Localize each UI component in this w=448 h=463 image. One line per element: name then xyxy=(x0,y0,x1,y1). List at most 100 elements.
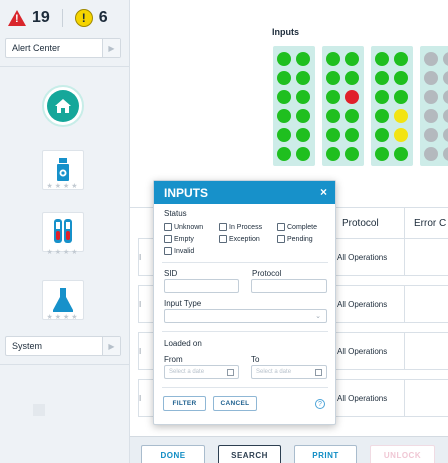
sample-position-gray[interactable] xyxy=(443,128,448,142)
search-button[interactable]: SEARCH xyxy=(218,445,281,463)
input-type-select[interactable]: ⌄ xyxy=(164,309,327,323)
flask-icon xyxy=(53,288,73,312)
sample-position-gray[interactable] xyxy=(443,90,448,104)
checkbox-icon xyxy=(277,223,285,231)
sample-tubes-button[interactable] xyxy=(42,212,84,252)
sample-position-gray[interactable] xyxy=(443,109,448,123)
status-checkbox-unknown[interactable]: Unknown xyxy=(164,223,203,231)
sid-label: SID xyxy=(164,269,178,278)
print-button[interactable]: PRINT xyxy=(294,445,357,463)
sample-position-green[interactable] xyxy=(326,128,340,142)
sample-position-green[interactable] xyxy=(326,71,340,85)
sample-position-green[interactable] xyxy=(345,52,359,66)
to-date-input[interactable]: Select a date xyxy=(251,365,327,379)
status-checkbox-complete[interactable]: Complete xyxy=(277,223,317,231)
from-date-placeholder: Select a date xyxy=(169,369,205,375)
sample-position-green[interactable] xyxy=(296,90,310,104)
sample-position-green[interactable] xyxy=(326,90,340,104)
dialog-divider xyxy=(162,262,328,263)
protocol-cell: All Operations xyxy=(315,286,405,322)
sample-position-green[interactable] xyxy=(326,147,340,161)
sample-position-green[interactable] xyxy=(296,71,310,85)
warning-count-value: 6 xyxy=(98,9,108,26)
sample-position-green[interactable] xyxy=(277,109,291,123)
status-checkbox-empty[interactable]: Empty xyxy=(164,235,194,243)
sample-position-green[interactable] xyxy=(375,52,389,66)
sample-position-gray[interactable] xyxy=(424,71,438,85)
error-code-header[interactable]: Error C xyxy=(414,218,447,229)
dialog-divider xyxy=(162,387,328,388)
close-icon[interactable]: × xyxy=(319,185,327,199)
input-rack[interactable] xyxy=(371,46,413,166)
sample-position-gray[interactable] xyxy=(443,52,448,66)
checkbox-icon xyxy=(164,235,172,243)
sample-position-yellow[interactable] xyxy=(394,128,408,142)
sample-position-green[interactable] xyxy=(296,109,310,123)
input-rack[interactable] xyxy=(273,46,315,166)
sample-position-green[interactable] xyxy=(394,71,408,85)
sample-position-gray[interactable] xyxy=(443,71,448,85)
sample-position-green[interactable] xyxy=(277,128,291,142)
sample-position-gray[interactable] xyxy=(424,147,438,161)
sample-position-gray[interactable] xyxy=(424,128,438,142)
sample-position-green[interactable] xyxy=(326,52,340,66)
checkbox-icon xyxy=(219,223,227,231)
sample-position-gray[interactable] xyxy=(424,109,438,123)
sample-position-green[interactable] xyxy=(326,109,340,123)
sample-position-green[interactable] xyxy=(345,71,359,85)
sample-position-green[interactable] xyxy=(394,90,408,104)
sample-position-gray[interactable] xyxy=(424,52,438,66)
sample-position-gray[interactable] xyxy=(443,147,448,161)
flask-button[interactable] xyxy=(42,280,84,320)
sample-position-green[interactable] xyxy=(345,109,359,123)
status-checkbox-exception[interactable]: Exception xyxy=(219,235,260,243)
calendar-icon[interactable] xyxy=(315,369,322,376)
protocol-input[interactable] xyxy=(251,279,327,293)
status-checkbox-invalid[interactable]: Invalid xyxy=(164,247,194,255)
reagent-bottle-button[interactable] xyxy=(42,150,84,190)
sample-position-green[interactable] xyxy=(375,147,389,161)
arrow-right-icon[interactable]: ▶ xyxy=(102,337,120,355)
done-button[interactable]: DONE xyxy=(141,445,205,463)
sample-position-green[interactable] xyxy=(277,52,291,66)
sample-position-yellow[interactable] xyxy=(394,109,408,123)
sample-position-green[interactable] xyxy=(375,71,389,85)
alert-center-select[interactable]: Alert Center ▶ xyxy=(5,38,121,58)
system-select[interactable]: System ▶ xyxy=(5,336,121,356)
sample-position-green[interactable] xyxy=(277,147,291,161)
status-option-label: Exception xyxy=(229,235,260,243)
filter-button[interactable]: FILTER xyxy=(163,396,206,411)
protocol-cell: All Operations xyxy=(315,333,405,369)
sid-input[interactable] xyxy=(164,279,239,293)
sample-position-green[interactable] xyxy=(277,71,291,85)
from-date-input[interactable]: Select a date xyxy=(164,365,239,379)
protocol-header[interactable]: Protocol xyxy=(342,218,379,229)
home-button[interactable] xyxy=(42,85,84,127)
sample-position-green[interactable] xyxy=(277,90,291,104)
sample-position-green[interactable] xyxy=(345,147,359,161)
sample-position-green[interactable] xyxy=(394,147,408,161)
status-checkbox-in-process[interactable]: In Process xyxy=(219,223,262,231)
calendar-icon[interactable] xyxy=(227,369,234,376)
sample-position-red[interactable] xyxy=(345,90,359,104)
sample-position-green[interactable] xyxy=(345,128,359,142)
cancel-button[interactable]: CANCEL xyxy=(213,396,257,411)
help-icon[interactable]: ? xyxy=(315,399,325,409)
sample-position-gray[interactable] xyxy=(424,90,438,104)
sample-position-green[interactable] xyxy=(375,109,389,123)
sample-position-green[interactable] xyxy=(375,128,389,142)
sample-position-green[interactable] xyxy=(296,52,310,66)
error-count[interactable]: ! 19 xyxy=(8,9,50,27)
status-checkbox-pending[interactable]: Pending xyxy=(277,235,313,243)
sidebar-divider xyxy=(0,66,130,67)
sample-position-green[interactable] xyxy=(394,52,408,66)
unlock-button[interactable]: UNLOCK xyxy=(370,445,435,463)
sample-position-green[interactable] xyxy=(375,90,389,104)
warning-count[interactable]: ! 6 xyxy=(61,9,108,27)
sample-position-green[interactable] xyxy=(296,128,310,142)
arrow-right-icon[interactable]: ▶ xyxy=(102,39,120,57)
input-rack[interactable] xyxy=(420,46,448,166)
input-rack[interactable] xyxy=(322,46,364,166)
sample-position-green[interactable] xyxy=(296,147,310,161)
rating-stars: ★★★★ xyxy=(46,249,80,256)
